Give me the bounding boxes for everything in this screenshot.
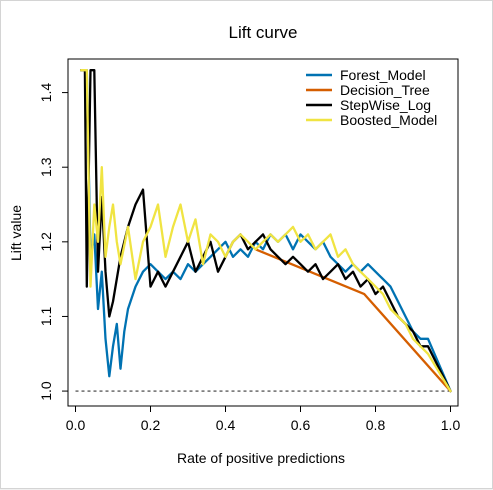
- x-tick-label: 0.8: [366, 417, 386, 433]
- x-tick-label: 0.2: [141, 417, 161, 433]
- x-tick-label: 0.0: [66, 417, 86, 433]
- series-line-forest-model: [79, 69, 452, 393]
- legend-label: StepWise_Log: [340, 97, 431, 113]
- y-tick-label: 1.4: [38, 83, 54, 103]
- legend-label: Forest_Model: [340, 67, 426, 83]
- x-tick-label: 1.0: [441, 417, 461, 433]
- y-tick-label: 1.0: [38, 381, 54, 401]
- legend: Forest_ModelDecision_TreeStepWise_LogBoo…: [306, 67, 437, 128]
- x-tick-label: 0.4: [216, 417, 236, 433]
- y-tick-label: 1.1: [38, 307, 54, 327]
- series-line-decision-tree: [254, 248, 452, 393]
- y-tick-label: 1.2: [38, 232, 54, 252]
- y-axis: 1.0 1.1 1.2 1.3 1.4: [38, 83, 69, 401]
- x-tick-label: 0.6: [291, 417, 311, 433]
- series-line-boosted-model: [79, 69, 452, 393]
- x-axis-label: Rate of positive predictions: [177, 450, 345, 466]
- chart-title: Lift curve: [229, 23, 298, 42]
- legend-label: Decision_Tree: [340, 82, 430, 98]
- y-tick-label: 1.3: [38, 157, 54, 177]
- x-axis: 0.0 0.2 0.4 0.6 0.8 1.0: [66, 405, 461, 433]
- y-axis-label: Lift value: [8, 205, 24, 261]
- legend-label: Boosted_Model: [340, 112, 437, 128]
